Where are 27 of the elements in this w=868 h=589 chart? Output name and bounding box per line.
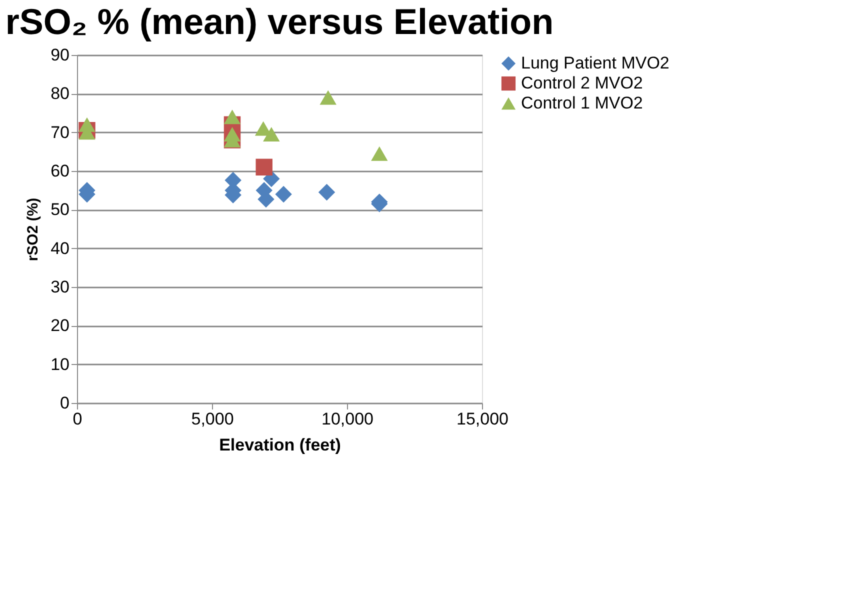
legend-label: Control 1 MVO2 <box>521 94 643 112</box>
point <box>263 127 280 142</box>
y-tick-label: 0 <box>60 394 70 412</box>
x-tick-label: 0 <box>72 410 82 428</box>
y-tick-label: 50 <box>50 200 70 220</box>
y-tick-label: 80 <box>50 84 70 104</box>
x-tick-label: 5,000 <box>191 410 234 428</box>
y-axis-title: rSO2 (%) <box>24 198 42 262</box>
point <box>256 158 272 176</box>
x-tick-label: 10,000 <box>322 410 374 428</box>
point <box>318 184 336 201</box>
point <box>320 90 336 105</box>
point <box>371 146 388 161</box>
y-tick-label: 40 <box>50 238 70 258</box>
point <box>224 110 241 124</box>
y-tick-label: 60 <box>50 162 70 180</box>
point <box>275 186 292 203</box>
x-tick-label: 15,000 <box>456 410 508 428</box>
y-tick-label: 30 <box>50 278 70 296</box>
legend-label: Lung Patient MVO2 <box>521 54 670 72</box>
y-tick-label: 20 <box>50 316 70 336</box>
y-tick-label: 90 <box>50 46 70 64</box>
y-tick-label: 70 <box>50 122 70 142</box>
legend-label: Control 2 MVO2 <box>521 74 643 92</box>
y-tick-label: 10 <box>50 354 70 374</box>
x-axis-title: Elevation (feet) <box>219 436 341 454</box>
chart-title: rSO₂ % (mean) versus Elevation <box>5 1 554 42</box>
